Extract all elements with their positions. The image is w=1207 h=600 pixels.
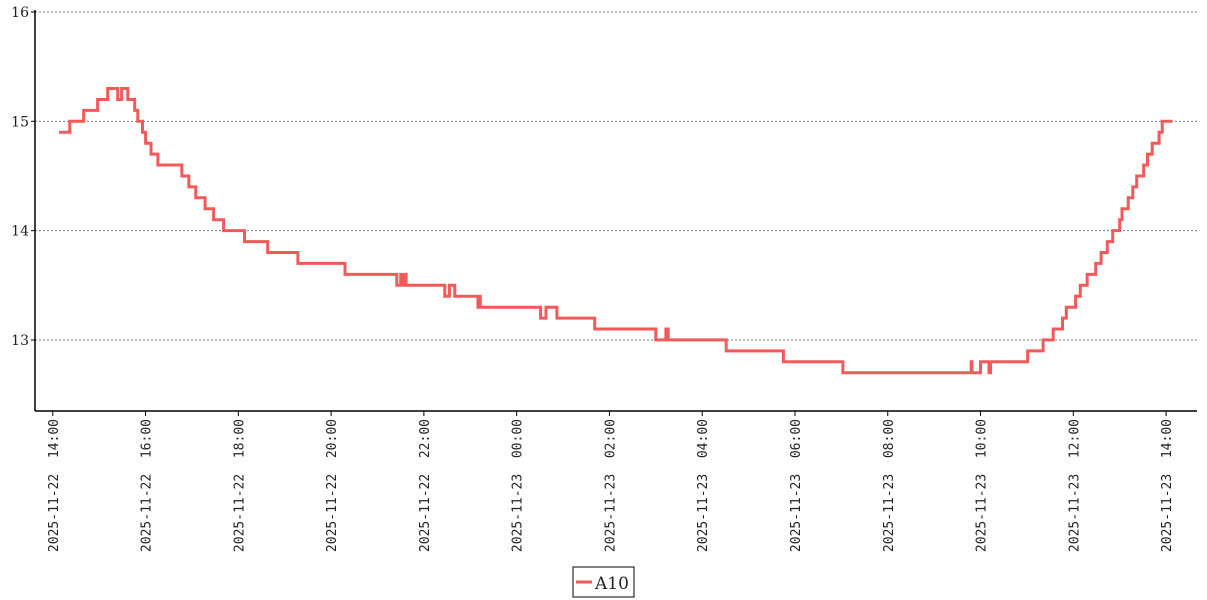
- x-tick-label: 2025-11-23 08:00: [882, 419, 897, 552]
- x-tick-label: 2025-11-23 06:00: [789, 419, 804, 552]
- legend: A10: [572, 566, 635, 598]
- x-tick-label: 2025-11-22 22:00: [418, 419, 433, 552]
- y-axis-ticks: 13 14 15 16: [11, 5, 35, 349]
- grid-lines: [35, 11, 1197, 341]
- x-tick-label: 2025-11-22 20:00: [325, 419, 340, 552]
- legend-label-a10: A10: [594, 574, 629, 594]
- y-tick-label: 16: [11, 5, 29, 21]
- y-tick-label: 15: [11, 114, 29, 130]
- series-lines: [59, 87, 1173, 375]
- y-tick-label: 13: [11, 333, 29, 349]
- x-tick-label: 2025-11-23 10:00: [975, 419, 990, 552]
- x-tick-label: 2025-11-22 18:00: [232, 419, 247, 552]
- x-tick-label: 2025-11-23 14:00: [1160, 419, 1175, 552]
- y-tick-label: 14: [11, 224, 29, 240]
- x-tick-label: 2025-11-22 14:00: [47, 419, 62, 552]
- x-tick-label: 2025-11-22 16:00: [140, 419, 155, 552]
- x-tick-label: 2025-11-23 04:00: [696, 419, 711, 552]
- x-axis-ticks: 2025-11-22 14:00 2025-11-22 16:00 2025-11-…: [47, 411, 1175, 552]
- x-tick-label: 2025-11-23 12:00: [1067, 419, 1082, 552]
- x-tick-label: 2025-11-23 02:00: [603, 419, 618, 552]
- x-tick-label: 2025-11-23 00:00: [511, 419, 526, 552]
- series-line-a10: [59, 87, 1173, 375]
